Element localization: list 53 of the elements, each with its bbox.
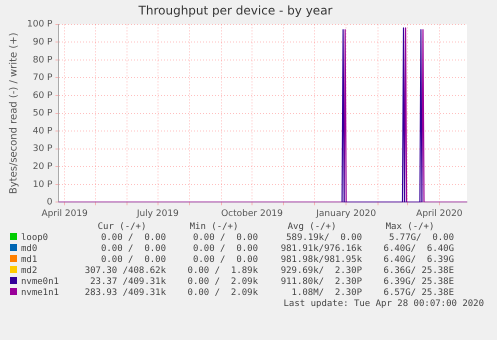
text: 6.40G/ 6.39G (382, 255, 455, 266)
y-tick-label: 60 P (32, 90, 54, 101)
x-tick-label: April 2019 (41, 208, 88, 219)
text: 0.00 / 0.00 (100, 233, 167, 244)
text: 307.30 /408.62k (84, 266, 167, 277)
text: 0.00 / 0.00 (192, 244, 259, 255)
text: 23.37 /409.31k (89, 277, 167, 288)
text: 0.00 / 0.00 (192, 233, 259, 244)
text: 6.57G/ 25.38E (382, 288, 455, 299)
text: 6.36G/ 25.38E (382, 266, 455, 277)
legend-label: md1 (20, 255, 38, 266)
text: Min (-/+) (188, 222, 240, 233)
y-tick-label: 90 P (32, 38, 54, 48)
text: 5.77G/ 0.00 (388, 233, 455, 244)
text: 0.00 / 1.89k (186, 266, 259, 277)
text: 911.80k/ 2.30P (280, 277, 363, 288)
y-axis-title: Bytes/second read (-) / write (+) (8, 32, 20, 194)
text: 589.19k/ 0.00 (285, 233, 363, 244)
legend-label: loop0 (20, 233, 50, 244)
legend-label: md0 (20, 244, 38, 255)
y-tick-label: 20 P (32, 162, 54, 172)
text: Last update: Tue Apr 28 00:07:00 2020 (282, 299, 484, 309)
x-tick-label: January 2020 (315, 208, 376, 219)
y-tick-label: 80 P (32, 55, 54, 66)
text: 981.91k/976.16k (280, 244, 363, 255)
y-tick-label: 40 P (32, 126, 54, 136)
text: 1.08M/ 2.30P (290, 288, 363, 299)
text: 0.00 / 0.00 (100, 255, 167, 266)
x-tick-label: October 2019 (221, 208, 284, 219)
text: 929.69k/ 2.30P (280, 266, 363, 277)
text: 0.00 / 2.09k (186, 277, 259, 288)
text: 0.00 / 0.00 (100, 244, 167, 255)
legend-label: md2 (20, 266, 38, 277)
legend-label: nvme0n1 (20, 277, 60, 288)
x-tick-label: April 2020 (416, 208, 463, 219)
text: 6.39G/ 25.38E (382, 277, 455, 288)
text: 0.00 / 2.09k (186, 288, 259, 299)
y-tick-label: 50 P (32, 108, 54, 119)
chart-title: Throughput per device - by year (138, 3, 333, 18)
text: 0.00 / 0.00 (192, 255, 259, 266)
legend-label: nvme1n1 (20, 288, 60, 299)
text: Avg (-/+) (286, 222, 338, 233)
y-tick-label: 70 P (32, 73, 54, 84)
y-tick-label: 10 P (32, 180, 54, 190)
y-tick-label: 100 P (27, 20, 54, 30)
y-tick-label: 30 P (32, 144, 54, 154)
x-tick-label: July 2019 (136, 208, 180, 219)
text: 6.40G/ 6.40G (382, 244, 455, 255)
text: 283.93 /409.31k (84, 288, 167, 299)
text: Max (-/+) (384, 222, 436, 233)
text: 981.98k/981.95k (280, 255, 363, 266)
text: Cur (-/+) (96, 222, 148, 233)
y-tick-label: 0 (46, 198, 53, 208)
